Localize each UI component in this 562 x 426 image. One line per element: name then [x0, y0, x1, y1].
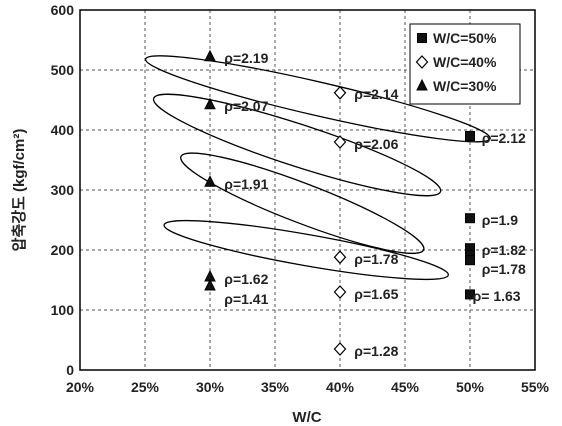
data-point [333, 250, 347, 265]
rho-annotation: ρ=2.06 [354, 136, 398, 152]
x-tick-label: 40% [326, 379, 355, 395]
legend-marker [415, 55, 429, 69]
data-point [204, 49, 216, 62]
y-tick-label: 300 [51, 182, 75, 198]
grouping-ellipse [144, 55, 491, 143]
data-point [465, 289, 475, 300]
legend: W/C=50% W/C=40% W/C=30% [409, 23, 521, 105]
grouping-ellipse [152, 93, 442, 197]
x-axis-label: W/C [292, 409, 321, 426]
y-tick-label: 100 [51, 302, 75, 318]
grouping-ellipse [180, 152, 425, 254]
y-tick-label: 600 [51, 2, 75, 18]
plot-frame [79, 9, 536, 371]
x-tick-label: 25% [131, 379, 160, 395]
rho-annotation: ρ=1.65 [354, 286, 398, 302]
rho-annotation: ρ=1.82 [482, 242, 526, 258]
legend-label: W/C=30% [433, 78, 497, 94]
rho-annotation: ρ=1.9 [482, 212, 519, 228]
grouping-ellipse [163, 219, 449, 281]
y-tick-label: 500 [51, 62, 75, 78]
marker-group [204, 49, 475, 356]
data-point [204, 278, 216, 291]
y-axis-label: 압축강도 (kgf/cm²) [10, 129, 28, 252]
rho-annotation: ρ=1.91 [224, 176, 268, 192]
x-tick-label: 45% [391, 379, 420, 395]
data-point [333, 342, 347, 356]
rho-annotation: ρ=1.78 [482, 261, 526, 277]
legend-marker [416, 78, 428, 91]
legend-box [409, 23, 521, 105]
y-tick-label: 0 [66, 362, 74, 378]
x-tick-label: 50% [456, 379, 485, 395]
data-point [204, 175, 216, 187]
data-point [333, 285, 347, 299]
data-point [465, 131, 475, 141]
x-tick-label: 35% [261, 379, 290, 395]
y-tick-label: 200 [51, 242, 75, 258]
rho-annotation: ρ=2.07 [224, 98, 268, 114]
data-point [333, 135, 347, 149]
data-point [204, 97, 216, 110]
legend-label: W/C=50% [433, 30, 497, 46]
x-tick-label: 20% [66, 379, 95, 395]
rho-annotation: ρ=1.62 [224, 271, 268, 287]
x-tick-labels: 20% 25% 30% 35% 40% 45% 50% 55% [66, 379, 550, 395]
legend-items: W/C=50% W/C=40% W/C=30% [415, 30, 497, 94]
x-tick-label: 30% [196, 379, 225, 395]
ellipse-group [144, 55, 491, 281]
legend-label: W/C=40% [433, 54, 497, 70]
rho-annotation: ρ=1.28 [354, 343, 398, 359]
legend-marker [417, 33, 427, 43]
data-point [333, 85, 347, 100]
annotation-group: ρ=2.19 ρ=2.07 ρ=1.91 ρ=1.62 ρ=1.41 ρ=2.14 ρ=2.… [224, 50, 526, 359]
rho-annotation: ρ=2.19 [224, 50, 268, 66]
data-point [465, 255, 475, 266]
x-tick-label: 55% [521, 379, 550, 395]
rho-annotation: ρ= 1.63 [473, 288, 521, 304]
y-tick-label: 400 [51, 122, 75, 138]
rho-annotation: ρ=2.14 [354, 86, 398, 102]
data-point [465, 213, 475, 224]
y-tick-labels: 0 100 200 300 400 500 600 [51, 2, 75, 378]
rho-annotation: ρ=1.41 [224, 291, 268, 307]
rho-annotation: ρ=1.78 [354, 251, 398, 267]
rho-annotation: ρ=2.12 [482, 130, 526, 146]
